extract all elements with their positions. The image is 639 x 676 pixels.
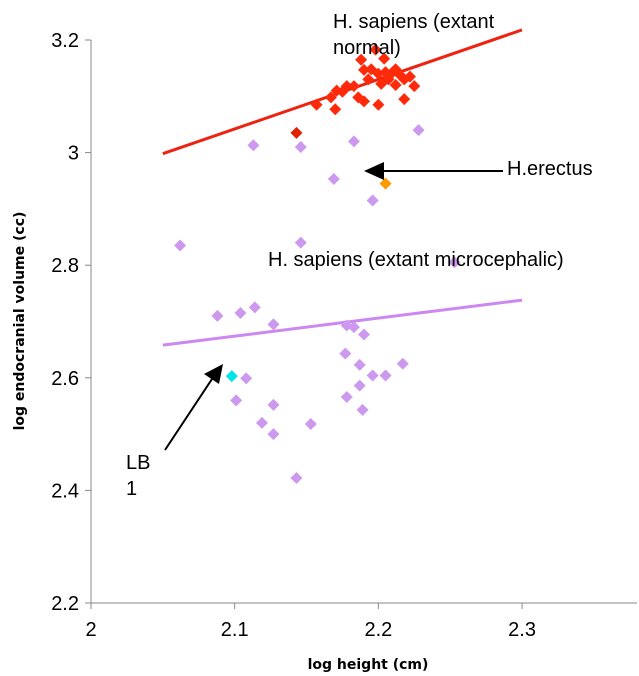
data-point <box>412 124 425 137</box>
data-point <box>362 73 375 86</box>
y-tick-label: 2.8 <box>51 255 79 277</box>
data-point <box>267 398 280 411</box>
erectus-arrow <box>364 162 503 180</box>
data-point <box>294 140 307 153</box>
data-point <box>379 369 392 382</box>
x-tick-label: 2.3 <box>508 619 536 641</box>
data-point <box>369 43 382 56</box>
y-tick-label: 3.2 <box>51 30 79 52</box>
y-tick-label: 2.6 <box>51 368 79 390</box>
data-point <box>448 256 461 269</box>
data-point <box>408 80 421 93</box>
data-point <box>358 95 370 108</box>
x-axis-title: log height (cm) <box>308 657 429 673</box>
annotation-sapiens-normal-line2: normal) <box>333 37 401 59</box>
data-point <box>389 79 402 92</box>
y-tick-label: 2.4 <box>51 480 79 502</box>
data-point <box>310 98 323 111</box>
data-point <box>396 357 409 370</box>
data-point <box>267 428 280 441</box>
data-point <box>329 103 342 116</box>
data-point <box>290 126 303 139</box>
axes <box>85 39 637 609</box>
data-point <box>398 73 411 86</box>
data-point <box>356 403 369 416</box>
data-point <box>234 307 247 320</box>
annotation-erectus: H.erectus <box>507 158 593 180</box>
data-point <box>379 177 392 190</box>
data-point <box>304 417 317 430</box>
data-point <box>398 93 411 106</box>
data-point <box>324 91 337 104</box>
lb1-arrow <box>164 364 223 451</box>
data-point <box>347 321 360 334</box>
y-tick-label: 2.2 <box>51 593 79 615</box>
trendline <box>162 298 523 347</box>
data-point <box>366 194 379 207</box>
data-point <box>225 370 238 383</box>
data-point <box>290 472 303 485</box>
y-axis-title: log endocranial volume (cc) <box>12 212 28 431</box>
data-point <box>267 318 280 331</box>
data-point <box>240 372 253 385</box>
data-point <box>247 139 260 152</box>
annotation-lb1-line1: LB <box>126 452 150 474</box>
x-tick-label: 2 <box>85 619 96 641</box>
data-point <box>358 328 370 341</box>
data-point <box>372 98 385 111</box>
data-point <box>347 80 360 93</box>
data-point <box>211 309 224 322</box>
data-point <box>347 135 360 148</box>
x-tick-label: 2.1 <box>221 619 249 641</box>
y-tick-label: 3 <box>68 143 79 165</box>
data-point <box>353 379 366 392</box>
data-point <box>366 369 379 382</box>
data-points <box>174 43 461 485</box>
data-point <box>294 236 307 249</box>
data-point <box>230 394 243 407</box>
data-point <box>248 301 261 314</box>
data-point <box>358 63 370 76</box>
annotation-lb1-line2: 1 <box>126 478 137 500</box>
annotation-microcephalic: H. sapiens (extant microcephalic) <box>268 249 564 271</box>
data-point <box>375 77 388 90</box>
data-point <box>355 53 368 66</box>
x-tick-label: 2.2 <box>364 619 392 641</box>
trendlines <box>162 28 523 347</box>
data-point <box>174 239 187 252</box>
data-point <box>383 68 396 81</box>
data-point <box>353 358 366 371</box>
tick-labels: 2.2 2.4 2.6 2.8 3 3.2 2 2.1 2.2 2.3 <box>51 30 536 641</box>
data-point <box>340 390 353 403</box>
data-point <box>378 52 391 65</box>
data-point <box>327 173 340 186</box>
data-point <box>339 347 352 360</box>
annotation-sapiens-normal-line1: H. sapiens (extant <box>333 11 495 33</box>
data-point <box>255 416 268 429</box>
data-point <box>330 84 343 97</box>
